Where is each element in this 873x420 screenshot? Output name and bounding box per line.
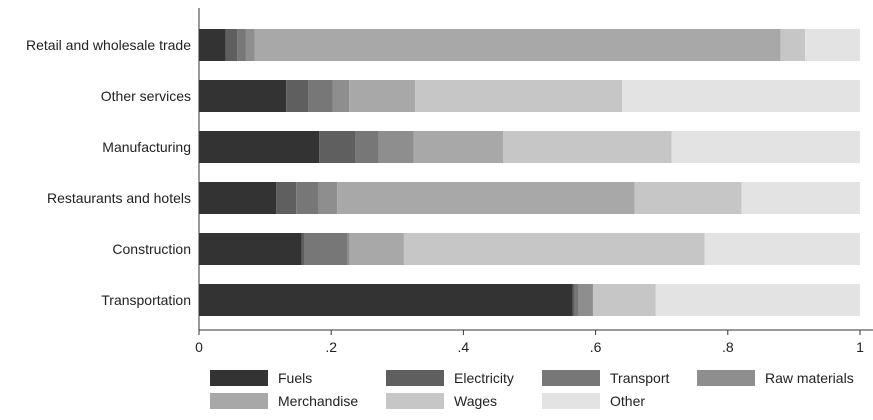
legend-swatch-0 — [210, 370, 268, 386]
x-tick-label: 0 — [195, 339, 203, 355]
bar-segment-4-4 — [349, 233, 404, 265]
bar-segment-6-1 — [622, 80, 860, 112]
legend-swatch-4 — [210, 393, 268, 409]
x-axis-ticks: 0 .2 .4 .6 .8 1 — [195, 330, 864, 355]
bar-segment-4-3 — [337, 182, 635, 214]
bar-segment-3-4 — [347, 233, 350, 265]
category-label: Retail and wholesale trade — [26, 37, 191, 53]
bar-segment-6-2 — [671, 131, 860, 163]
bar-segment-2-4 — [304, 233, 348, 265]
category-label: Construction — [112, 241, 191, 257]
bar-segment-0-1 — [199, 80, 287, 112]
bar-segment-1-3 — [276, 182, 297, 214]
legend-swatch-6 — [542, 393, 600, 409]
bar-segment-5-2 — [503, 131, 672, 163]
bar-segment-6-5 — [655, 284, 860, 316]
bar-segment-3-2 — [378, 131, 414, 163]
x-tick-label: .2 — [325, 339, 337, 355]
bar-segment-3-0 — [245, 29, 255, 61]
bar-segment-4-1 — [349, 80, 416, 112]
bar-segment-5-4 — [403, 233, 705, 265]
legend-swatch-1 — [386, 370, 444, 386]
bar-segment-1-2 — [319, 131, 356, 163]
category-label: Other services — [101, 88, 191, 104]
bar-segment-1-5 — [572, 284, 575, 316]
category-label: Manufacturing — [102, 139, 191, 155]
legend-label-0: Fuels — [278, 370, 312, 386]
x-tick-label: 1 — [856, 339, 864, 355]
bar-segment-2-5 — [574, 284, 579, 316]
bar-segment-0-5 — [199, 284, 573, 316]
bar-segment-1-4 — [301, 233, 305, 265]
legend-label-6: Other — [610, 393, 645, 409]
x-tick-label: .4 — [458, 339, 470, 355]
bar-segment-1-1 — [286, 80, 309, 112]
x-tick-label: .6 — [590, 339, 602, 355]
legend-swatch-5 — [386, 393, 444, 409]
bar-segment-6-0 — [805, 29, 860, 61]
bar-segment-3-1 — [332, 80, 350, 112]
legend-swatch-2 — [542, 370, 600, 386]
legend-label-1: Electricity — [454, 370, 514, 386]
bar-segment-3-5 — [578, 284, 593, 316]
bar-segment-3-3 — [318, 182, 338, 214]
bar-segment-2-3 — [296, 182, 319, 214]
bar-segment-0-4 — [199, 233, 302, 265]
bar-segment-0-0 — [199, 29, 226, 61]
x-tick-label: .8 — [722, 339, 734, 355]
legend-label-3: Raw materials — [765, 370, 854, 386]
bar-segment-4-0 — [254, 29, 781, 61]
bar-segment-5-0 — [780, 29, 806, 61]
bar-segment-4-2 — [413, 131, 504, 163]
bar-segment-5-5 — [592, 284, 656, 316]
bar-segment-2-0 — [237, 29, 246, 61]
bar-segment-0-3 — [199, 182, 277, 214]
legend-swatch-3 — [697, 370, 755, 386]
bar-segment-2-2 — [355, 131, 379, 163]
legend: Fuels Electricity Transport Raw materials Me… — [210, 370, 854, 409]
bar-segment-2-1 — [308, 80, 333, 112]
bar-segment-0-2 — [199, 131, 320, 163]
category-label: Restaurants and hotels — [47, 190, 191, 206]
bar-segment-6-3 — [741, 182, 860, 214]
category-labels: Retail and wholesale trade Other services… — [26, 37, 191, 308]
legend-label-4: Merchandise — [278, 393, 358, 409]
category-label: Transportation — [101, 292, 191, 308]
bar-segment-6-4 — [704, 233, 860, 265]
bar-segment-1-0 — [225, 29, 238, 61]
legend-label-2: Transport — [610, 370, 670, 386]
bar-segment-5-3 — [634, 182, 742, 214]
bars-group — [199, 29, 860, 316]
legend-label-5: Wages — [454, 393, 497, 409]
bar-segment-5-1 — [415, 80, 623, 112]
